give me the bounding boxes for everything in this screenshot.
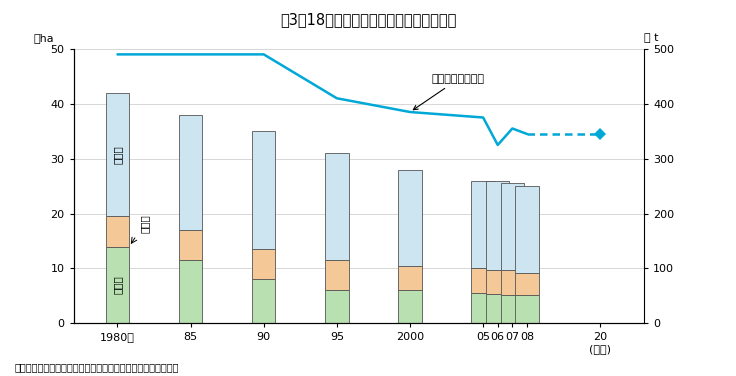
Bar: [106, 247, 130, 323]
Bar: [500, 295, 524, 323]
Text: 万ha: 万ha: [34, 33, 54, 43]
Bar: [515, 295, 539, 323]
Bar: [486, 270, 509, 294]
Bar: [486, 294, 509, 323]
Bar: [398, 170, 422, 266]
Bar: [179, 260, 202, 323]
Bar: [472, 180, 495, 268]
Text: 資料：農林水産省「耕地及び作付面積統計」、「食料需給表」: 資料：農林水産省「耕地及び作付面積統計」、「食料需給表」: [15, 362, 180, 372]
Bar: [179, 115, 202, 230]
Text: 生産量（右目盛）: 生産量（右目盛）: [414, 74, 485, 110]
Text: みかん: みかん: [113, 276, 122, 294]
Bar: [106, 93, 130, 216]
Bar: [500, 270, 524, 295]
Bar: [252, 279, 275, 323]
Text: その他: その他: [113, 145, 122, 164]
Bar: [106, 216, 130, 247]
Bar: [515, 186, 539, 273]
Text: りんご: りんご: [139, 214, 149, 232]
Bar: [325, 260, 349, 290]
Bar: [398, 290, 422, 323]
Bar: [398, 266, 422, 290]
Text: 図3－18　果実の栖培面積、生産量の推移: 図3－18 果実の栖培面積、生産量の推移: [280, 12, 456, 27]
Bar: [472, 293, 495, 323]
Bar: [325, 290, 349, 323]
Text: 万 t: 万 t: [644, 33, 659, 43]
Bar: [500, 183, 524, 270]
Bar: [252, 131, 275, 249]
Bar: [472, 268, 495, 293]
Bar: [179, 230, 202, 260]
Bar: [515, 273, 539, 295]
Bar: [325, 153, 349, 260]
Bar: [252, 249, 275, 279]
Bar: [486, 180, 509, 270]
